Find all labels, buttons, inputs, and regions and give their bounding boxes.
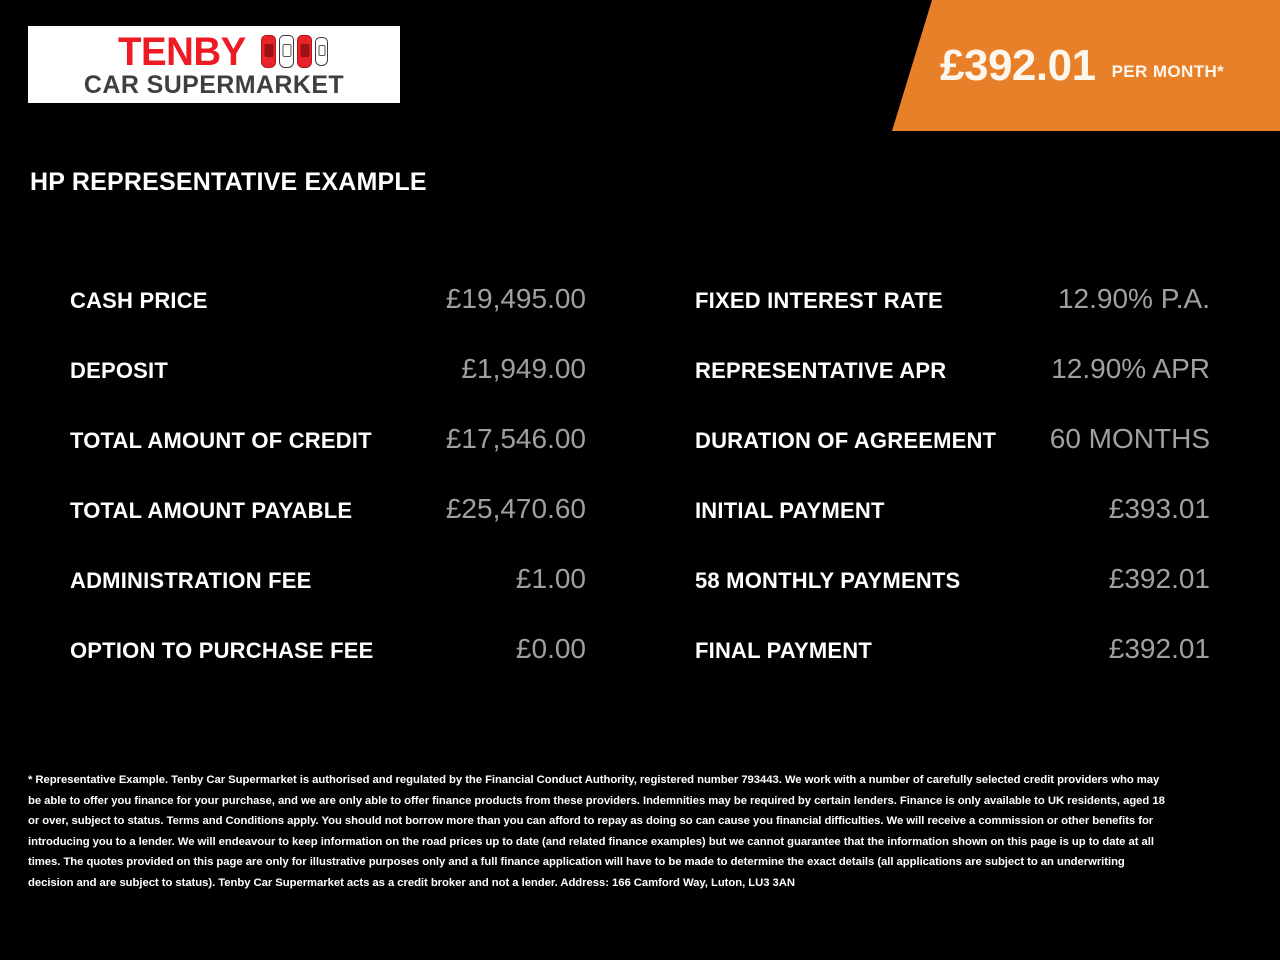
row-value: 60 MONTHS <box>1049 423 1210 454</box>
row-label: INITIAL PAYMENT <box>695 498 885 523</box>
row-value: £392.01 <box>1108 633 1210 664</box>
row-label: OPTION TO PURCHASE FEE <box>70 638 374 663</box>
row-value: 12.90% P.A. <box>1057 283 1210 314</box>
table-row: 58 MONTHLY PAYMENTS £392.01 <box>695 563 1210 633</box>
row-label: DURATION OF AGREEMENT <box>695 428 997 453</box>
logo-car-icons <box>261 35 329 68</box>
table-row: REPRESENTATIVE APR 12.90% APR <box>695 353 1210 423</box>
row-value: £1,949.00 <box>461 353 586 384</box>
monthly-price-period-label: PER MONTH* <box>1111 61 1225 81</box>
table-row: OPTION TO PURCHASE FEE £0.00 <box>70 633 586 703</box>
table-row: ADMINISTRATION FEE £1.00 <box>70 563 586 633</box>
table-row: TOTAL AMOUNT OF CREDIT £17,546.00 <box>70 423 586 493</box>
table-row: CASH PRICE £19,495.00 <box>70 283 586 353</box>
monthly-price-amount: £392.01 <box>940 40 1096 90</box>
tenby-logo[interactable]: TENBY CAR SUPERMARKET <box>28 26 400 103</box>
row-label: REPRESENTATIVE APR <box>695 358 947 383</box>
finance-details-table: CASH PRICE £19,495.00 DEPOSIT £1,949.00 … <box>0 283 1280 703</box>
row-label: TOTAL AMOUNT PAYABLE <box>70 498 353 523</box>
row-label: DEPOSIT <box>70 358 168 383</box>
row-value: 12.90% APR <box>1051 353 1210 384</box>
row-value: £0.00 <box>515 633 586 664</box>
car-icon-red-1 <box>261 35 277 68</box>
row-value: £1.00 <box>515 563 586 594</box>
row-label: ADMINISTRATION FEE <box>70 568 312 593</box>
row-value: £393.01 <box>1108 493 1210 524</box>
row-label: FIXED INTEREST RATE <box>695 288 943 313</box>
table-row: INITIAL PAYMENT £393.01 <box>695 493 1210 563</box>
table-row: TOTAL AMOUNT PAYABLE £25,470.60 <box>70 493 586 563</box>
row-label: 58 MONTHLY PAYMENTS <box>695 568 961 593</box>
table-row: FINAL PAYMENT £392.01 <box>695 633 1210 703</box>
row-value: £17,546.00 <box>445 423 586 454</box>
disclaimer-text: * Representative Example. Tenby Car Supe… <box>28 774 1165 889</box>
table-row: DURATION OF AGREEMENT 60 MONTHS <box>695 423 1210 493</box>
row-value: £25,470.60 <box>445 493 586 524</box>
table-row: DEPOSIT £1,949.00 <box>70 353 586 423</box>
row-label: FINAL PAYMENT <box>695 638 872 663</box>
logo-top-row: TENBY <box>28 29 400 74</box>
car-icon-red-2 <box>297 35 313 68</box>
finance-column-left: CASH PRICE £19,495.00 DEPOSIT £1,949.00 … <box>0 283 640 703</box>
logo-subwordmark: CAR SUPERMARKET <box>83 70 345 99</box>
row-label: TOTAL AMOUNT OF CREDIT <box>70 428 372 453</box>
row-value: £19,495.00 <box>445 283 586 314</box>
car-icon-white-1 <box>279 35 295 68</box>
logo-wordmark: TENBY <box>117 29 246 74</box>
page-header: TENBY CAR SUPERMARKET £392.01 PER MONTH* <box>0 0 1280 132</box>
finance-column-right: FIXED INTEREST RATE 12.90% P.A. REPRESEN… <box>640 283 1280 703</box>
car-icon-white-2 <box>315 37 329 66</box>
table-row: FIXED INTEREST RATE 12.90% P.A. <box>695 283 1210 353</box>
row-label: CASH PRICE <box>70 288 208 313</box>
monthly-price-banner: £392.01 PER MONTH* <box>892 0 1280 131</box>
page-title: HP REPRESENTATIVE EXAMPLE <box>30 168 427 196</box>
row-value: £392.01 <box>1108 563 1210 594</box>
